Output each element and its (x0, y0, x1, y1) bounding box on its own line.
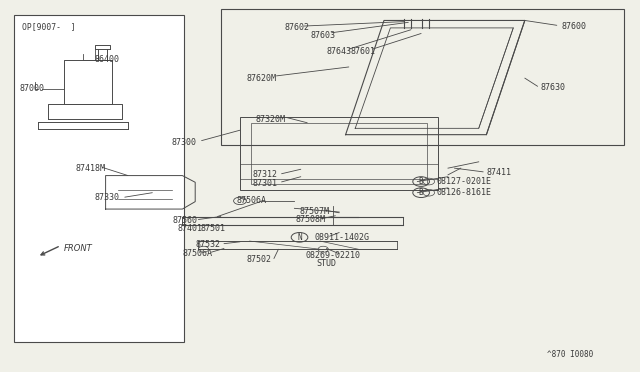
Text: 87501: 87501 (200, 224, 225, 233)
Text: 87502: 87502 (246, 255, 271, 264)
Text: 87300: 87300 (172, 138, 196, 147)
Text: 87600: 87600 (562, 22, 587, 31)
Bar (251, 123, 427, 184)
Text: 87506A: 87506A (182, 249, 212, 258)
Text: 87330: 87330 (95, 193, 120, 202)
Bar (240, 117, 438, 190)
Text: 87603: 87603 (310, 31, 335, 40)
Text: N: N (297, 233, 302, 242)
Text: 87532: 87532 (195, 240, 220, 249)
Text: 87602: 87602 (285, 23, 310, 32)
Text: 08126-8161E: 08126-8161E (436, 188, 492, 197)
Bar (14, 15, 184, 342)
Text: 87643: 87643 (326, 47, 351, 56)
Text: 87601: 87601 (351, 47, 376, 56)
Text: 87507M: 87507M (300, 207, 330, 216)
Text: 08127-0201E: 08127-0201E (436, 177, 492, 186)
Text: 87506A: 87506A (237, 196, 267, 205)
Text: 87000: 87000 (19, 84, 44, 93)
Text: 87401: 87401 (178, 224, 203, 233)
Text: 87620M: 87620M (246, 74, 276, 83)
Text: 86400: 86400 (95, 55, 120, 64)
Text: FRONT: FRONT (64, 244, 93, 253)
Bar (221, 9, 624, 145)
Text: 08911-1402G: 08911-1402G (315, 233, 370, 242)
Text: 87301: 87301 (253, 179, 278, 187)
Text: B: B (419, 177, 424, 186)
Text: B: B (419, 188, 424, 197)
Text: 87411: 87411 (486, 169, 511, 177)
Text: STUD: STUD (317, 259, 337, 268)
Text: 87508M: 87508M (296, 215, 326, 224)
Text: 08269-02210: 08269-02210 (306, 251, 361, 260)
Text: ^870 I0080: ^870 I0080 (547, 350, 593, 359)
Text: 87320M: 87320M (256, 115, 286, 124)
Text: 87560: 87560 (173, 216, 198, 225)
Text: 87312: 87312 (253, 170, 278, 179)
Text: 87630: 87630 (541, 83, 566, 92)
Text: OP[9007-  ]: OP[9007- ] (22, 22, 76, 31)
Text: 87418M: 87418M (76, 164, 106, 173)
